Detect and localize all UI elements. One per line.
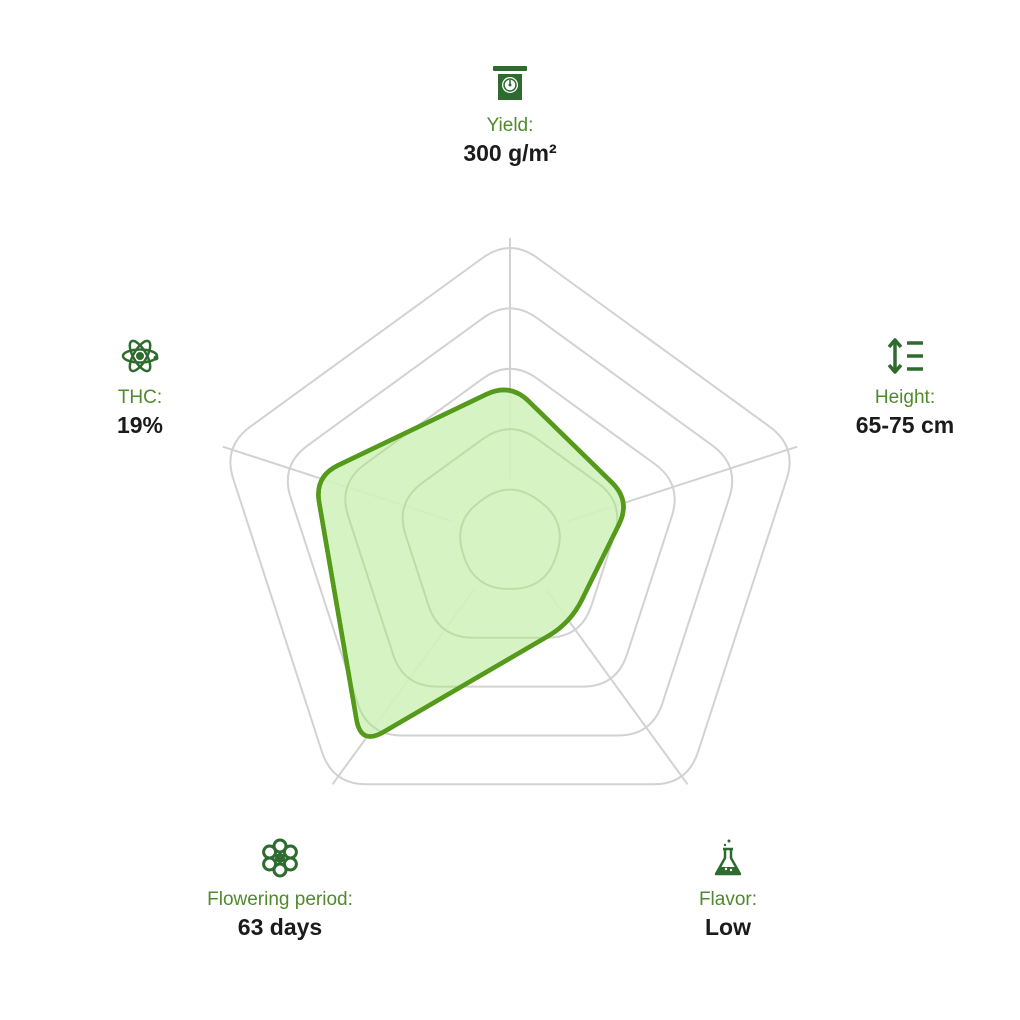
axis-label-thc: THC: xyxy=(117,387,163,408)
axis-value-yield: 300 g/m² xyxy=(463,140,557,166)
grid-ring-overlay-1 xyxy=(459,488,561,590)
axis-yield: Yield: 300 g/m² xyxy=(380,64,640,168)
scale-icon xyxy=(493,66,527,100)
axis-label-yield: Yield: xyxy=(486,115,534,136)
grid-ring-5 xyxy=(229,247,791,786)
axis-flowering: Flowering period: 63 days xyxy=(150,838,410,942)
height-icon xyxy=(887,338,923,374)
axis-value-height: 65-75 cm xyxy=(855,412,955,438)
atom-icon xyxy=(121,339,159,373)
axis-flavor: Flavor: Low xyxy=(598,838,858,942)
axis-value-thc: 19% xyxy=(116,412,164,438)
grid-ring-4 xyxy=(286,307,734,737)
axis-label-flowering: Flowering period: xyxy=(207,889,353,910)
axis-label-height: Height: xyxy=(874,387,936,408)
flower-icon xyxy=(262,838,298,878)
axis-thc: THC: 19% xyxy=(10,336,270,440)
axis-value-flavor: Low xyxy=(705,914,751,940)
radar-series-outline xyxy=(316,387,626,739)
axis-label-flavor: Flavor: xyxy=(698,889,758,910)
axis-value-flowering: 63 days xyxy=(237,914,323,940)
flask-icon xyxy=(714,839,742,876)
axis-height: Height: 65-75 cm xyxy=(775,336,1020,440)
